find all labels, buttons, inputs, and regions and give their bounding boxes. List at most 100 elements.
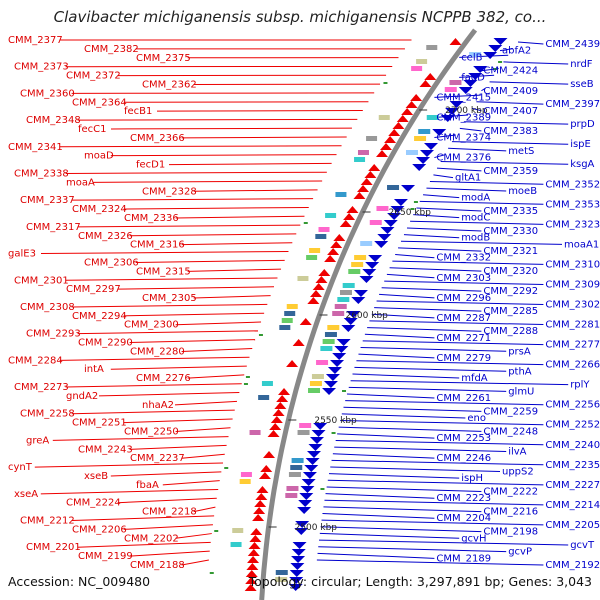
gene-label-forward: CMM_2250 (124, 427, 179, 438)
reverse-gene-mark (412, 164, 427, 171)
gene-label-reverse: metS (508, 146, 534, 157)
gene-label-reverse: CMM_2214 (545, 500, 600, 511)
label-connector (123, 418, 233, 424)
label-connector (330, 466, 501, 472)
category-box (315, 234, 327, 239)
gene-label-forward: CMM_2218 (142, 507, 197, 518)
reverse-gene-mark (298, 500, 313, 507)
reverse-gene-mark (377, 234, 392, 241)
gene-label-forward: CMM_2290 (78, 338, 133, 349)
gene-label-forward: gndA2 (66, 391, 98, 402)
gene-label-forward: fecC1 (78, 124, 107, 135)
gene-label-forward: CMM_2258 (20, 409, 75, 420)
gene-label-reverse: pthA (508, 366, 532, 377)
gene-label-forward: nhaA2 (142, 400, 174, 411)
gene-label-reverse: CMM_2383 (483, 126, 538, 137)
category-box (316, 360, 329, 365)
reverse-gene-mark (390, 206, 405, 213)
gene-label-forward: CMM_2297 (66, 284, 121, 295)
label-connector (71, 198, 314, 201)
label-connector (181, 242, 293, 246)
kbp-ticks: 2700 kbp 2650 kbp 2600 kbp 2550 kbp 2500 kbp (268, 106, 488, 533)
gene-label-reverse: CMM_2235 (545, 460, 600, 471)
reverse-gene-mark (393, 199, 408, 206)
category-box (444, 87, 457, 92)
gene-label-forward: CMM_2337 (20, 195, 75, 206)
gene-label-forward: CMM_2362 (142, 79, 197, 90)
gene-label-forward: CMM_2315 (136, 266, 191, 277)
gene-label-reverse: modA (461, 193, 490, 204)
label-connector (175, 427, 231, 433)
gene-label-forward: CMM_2317 (26, 222, 81, 233)
reverse-gene-mark (387, 213, 402, 220)
gene-label-reverse: CMM_2271 (436, 333, 491, 344)
reverse-gene-mark (341, 325, 356, 332)
label-connector (322, 513, 435, 519)
category-box (405, 150, 418, 155)
gene-label-forward: CMM_2306 (84, 257, 139, 268)
reverse-gene-mark (483, 52, 498, 59)
gene-label-reverse: CMM_2252 (545, 420, 600, 431)
label-connector (187, 374, 245, 379)
gene-label-forward: CMM_2338 (14, 168, 69, 179)
forward-gene-mark (258, 472, 271, 479)
reverse-gene-mark (488, 45, 503, 52)
rna-mark (243, 383, 248, 385)
label-connector (187, 268, 282, 272)
gene-label-forward: xseB (84, 471, 108, 482)
gene-label-reverse: CMM_2309 (545, 279, 600, 290)
forward-gene-mark (249, 535, 262, 542)
gene-label-reverse: CMM_2292 (483, 286, 538, 297)
reverse-gene-mark (368, 255, 383, 262)
gene-label-reverse: CMM_2259 (483, 406, 538, 417)
reverse-gene-mark (334, 346, 349, 353)
reverse-gene-mark (362, 269, 377, 276)
label-connector (472, 107, 482, 112)
kbp-tick-label: 2700 kbp (445, 106, 488, 116)
rna-mark (214, 530, 219, 532)
label-connector (463, 121, 569, 125)
category-box (297, 276, 309, 281)
forward-gene-mark (401, 108, 414, 115)
category-box (275, 570, 288, 575)
reverse-gene-mark (493, 38, 508, 45)
label-connector (386, 273, 435, 279)
forward-gene-mark (270, 416, 283, 423)
forward-gene-mark (405, 101, 418, 108)
category-box (308, 388, 321, 393)
reverse-gene-mark (463, 80, 478, 87)
gene-label-forward: fecD1 (136, 160, 165, 171)
reverse-gene-mark (309, 437, 324, 444)
category-box (290, 465, 303, 470)
left-label-connectors (34, 39, 412, 566)
genome-stats-text: Topology: circular; Length: 3,297,891 bp… (248, 574, 592, 589)
gene-label-reverse: moeB (508, 186, 537, 197)
gene-label-forward: CMM_2372 (66, 71, 121, 82)
kbp-tick-label: 2650 kbp (389, 208, 432, 218)
gene-label-reverse: CMM_2279 (436, 353, 491, 364)
forward-gene-mark (244, 584, 257, 591)
gene-label-forward: CMM_2188 (130, 560, 185, 571)
reverse-gene-mark (432, 129, 447, 136)
category-box (342, 283, 355, 288)
label-connector (92, 180, 323, 183)
category-box (261, 381, 273, 386)
gene-label-reverse: CMM_2397 (545, 99, 600, 110)
gene-label-forward: CMM_2293 (26, 329, 81, 340)
label-connector (356, 360, 544, 366)
label-connector (65, 277, 278, 281)
footer-bar: Accession: NC_009480 Topology: circular;… (0, 574, 600, 592)
gene-label-forward: CMM_2237 (130, 453, 185, 464)
gene-label-forward: xseA (14, 489, 38, 500)
forward-gene-mark (276, 395, 289, 402)
accession-text: Accession: NC_009480 (8, 574, 151, 589)
label-connector (360, 346, 507, 352)
category-box (239, 479, 251, 484)
label-connector (193, 506, 216, 513)
gene-label-reverse: ilvA (508, 446, 526, 457)
gene-label-forward: CMM_2308 (20, 302, 75, 313)
gene-label-forward: CMM_2276 (136, 373, 191, 384)
gene-label-forward: CMM_2324 (72, 204, 127, 215)
label-connector (517, 41, 544, 45)
